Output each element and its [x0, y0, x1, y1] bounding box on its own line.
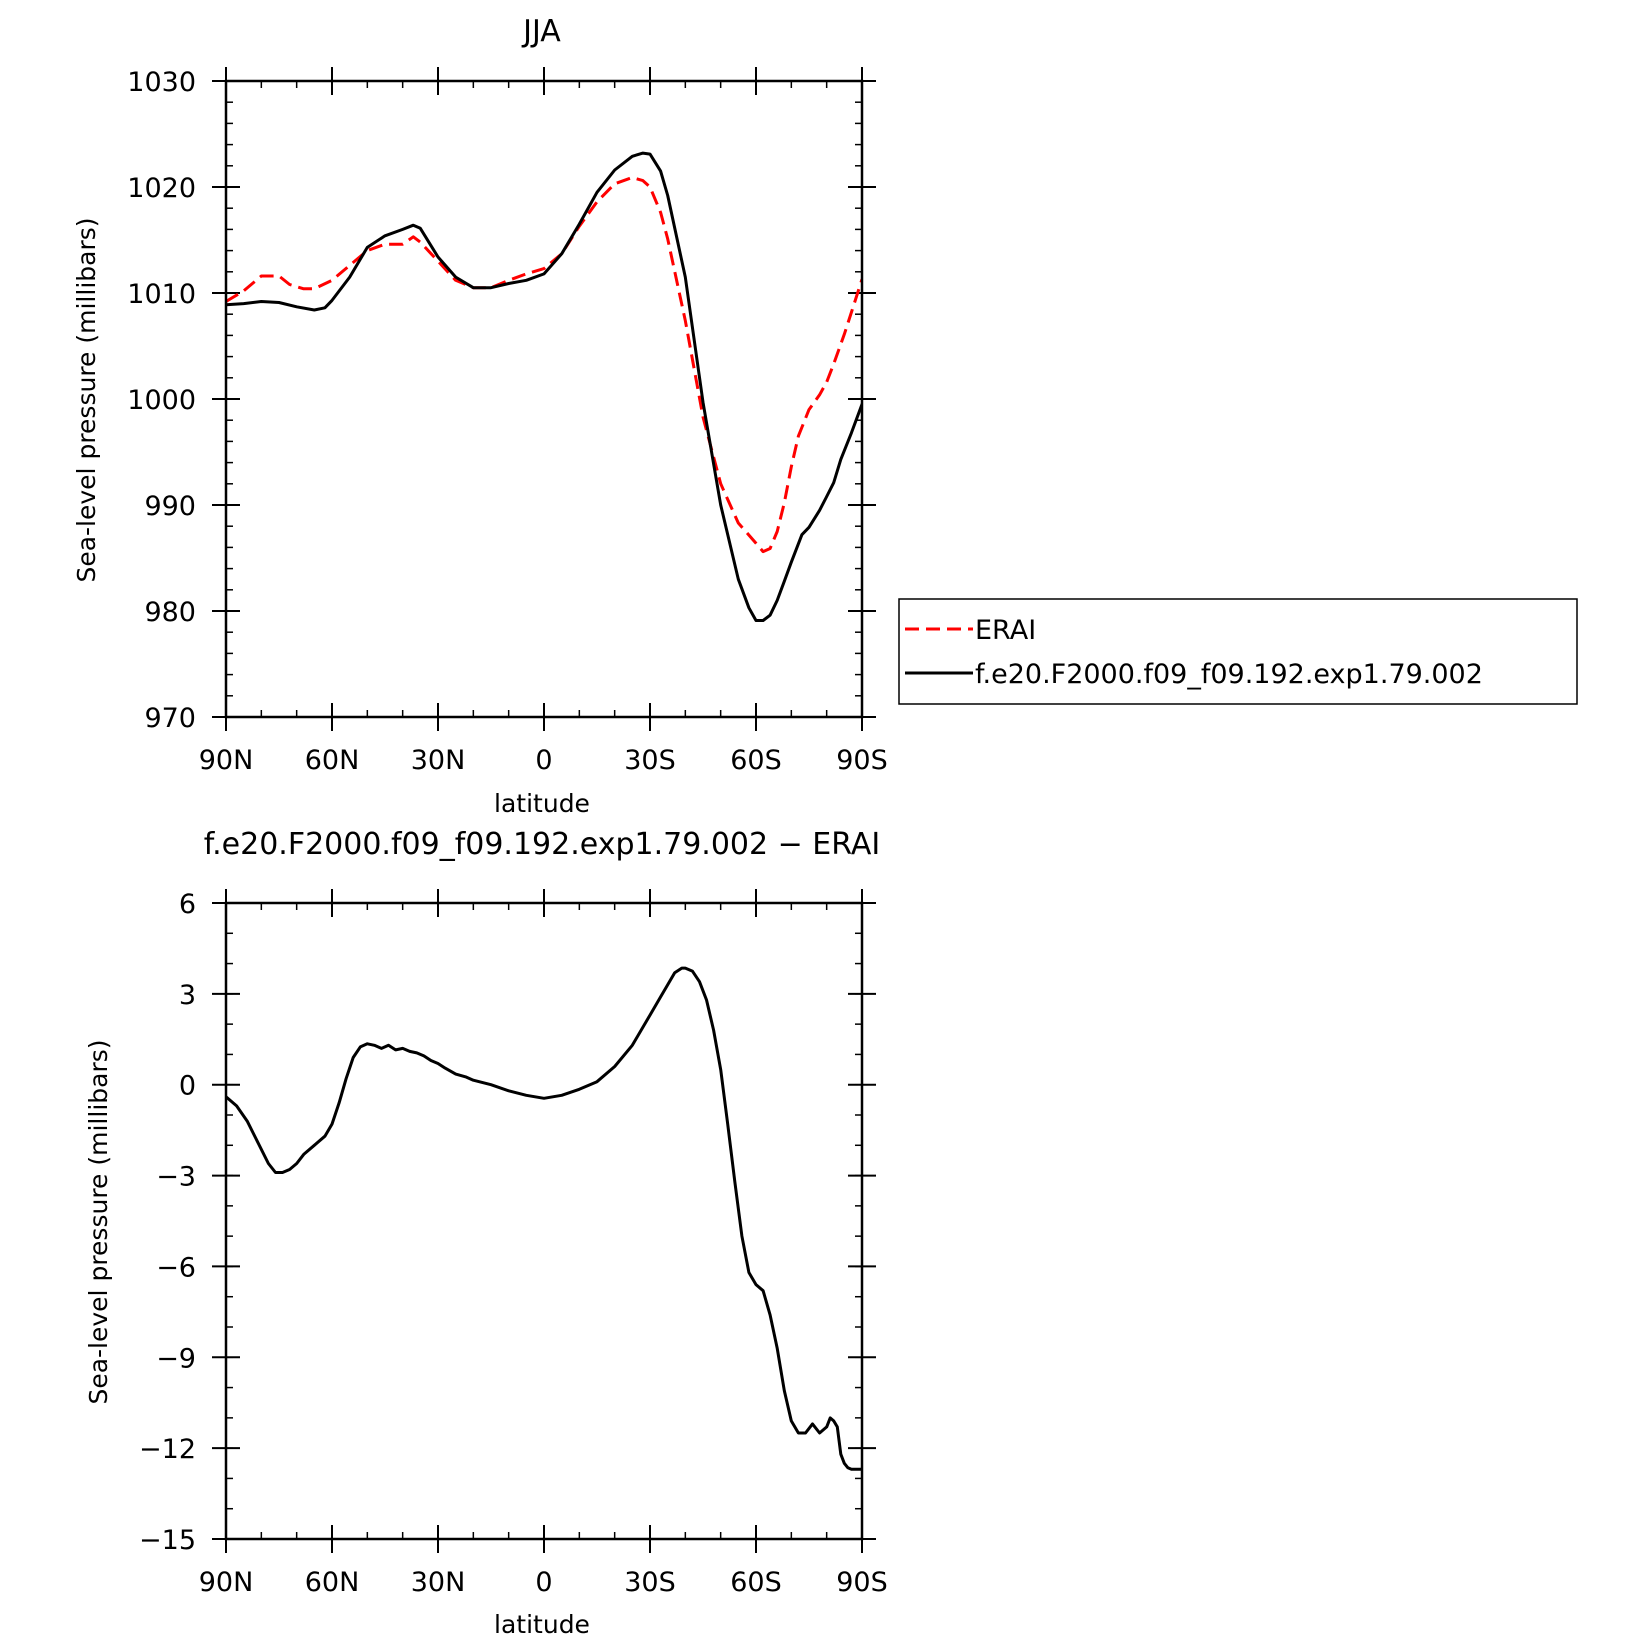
y-tick-label: −6 — [156, 1252, 196, 1283]
x-tick-label: 0 — [535, 1567, 552, 1598]
x-tick-label: 0 — [535, 745, 552, 776]
x-tick-label: 60N — [305, 745, 360, 776]
y-tick-label: 3 — [179, 980, 196, 1011]
series-group — [226, 151, 862, 622]
bottom-plot-area: 90N 60N 30N 0 30S 60S 90S −15 −12 −9 −6 −3 0 3 6 — [139, 889, 888, 1598]
y-tick-label: −9 — [156, 1343, 196, 1374]
bottom-x-axis-label: latitude — [494, 1610, 590, 1639]
y-tick-label: −15 — [139, 1525, 196, 1556]
y-tick-label: 1010 — [127, 279, 196, 310]
series-line-f-e20-f2000-f09-f09-192-exp1-79-002 — [226, 151, 862, 622]
y-tick-label: −3 — [156, 1162, 196, 1193]
x-tick-label: 60S — [730, 1567, 782, 1598]
bottom-chart-panel: f.e20.F2000.f09_f09.192.exp1.79.002 − ER… — [84, 827, 888, 1639]
x-tick-label: 90S — [836, 745, 888, 776]
series-group — [226, 966, 862, 1471]
top-plot-area: 90N 60N 30N 0 30S 60S 90S 970 980 990 1000 1010 1020… — [127, 67, 888, 776]
legend-model-label: f.e20.F2000.f09_f09.192.exp1.79.002 — [975, 659, 1483, 690]
x-tick-label: 90S — [836, 1567, 888, 1598]
x-tick-label: 30N — [411, 745, 466, 776]
y-tick-label: 1000 — [127, 385, 196, 416]
plot-frame — [224, 79, 864, 719]
x-tick-label: 90N — [199, 745, 254, 776]
y-tick-label: 990 — [144, 491, 196, 522]
x-tick-label: 60N — [305, 1567, 360, 1598]
y-tick-label: −12 — [139, 1434, 196, 1465]
top-chart-panel: JJA 90N 60N 30N 0 30S 60S 90S 970 980 990 1000 1010… — [72, 14, 888, 818]
x-tick-label: 90N — [199, 1567, 254, 1598]
x-tick-label: 30N — [411, 1567, 466, 1598]
top-chart-title: JJA — [521, 14, 561, 49]
y-tick-label: 6 — [179, 889, 196, 920]
x-tick-label: 30S — [624, 1567, 676, 1598]
x-tick-label: 60S — [730, 745, 782, 776]
x-tick-label: 30S — [624, 745, 676, 776]
legend-frame — [898, 598, 1578, 705]
y-tick-label: 970 — [144, 703, 196, 734]
bottom-chart-title: f.e20.F2000.f09_f09.192.exp1.79.002 − ER… — [204, 827, 881, 862]
top-y-axis-label: Sea-level pressure (millibars) — [72, 217, 101, 582]
legend-erai-label: ERAI — [975, 615, 1036, 646]
plot-frame — [224, 901, 864, 1541]
series-line-erai — [226, 176, 862, 554]
legend: ERAI f.e20.F2000.f09_f09.192.exp1.79.002 — [898, 598, 1578, 705]
y-tick-label: 980 — [144, 597, 196, 628]
top-x-axis-label: latitude — [494, 789, 590, 818]
series-line-difference-1 — [226, 966, 862, 1471]
bottom-y-axis-label: Sea-level pressure (millibars) — [84, 1039, 113, 1404]
y-tick-label: 1030 — [127, 67, 196, 98]
y-tick-label: 1020 — [127, 173, 196, 204]
y-tick-label: 0 — [179, 1071, 196, 1102]
